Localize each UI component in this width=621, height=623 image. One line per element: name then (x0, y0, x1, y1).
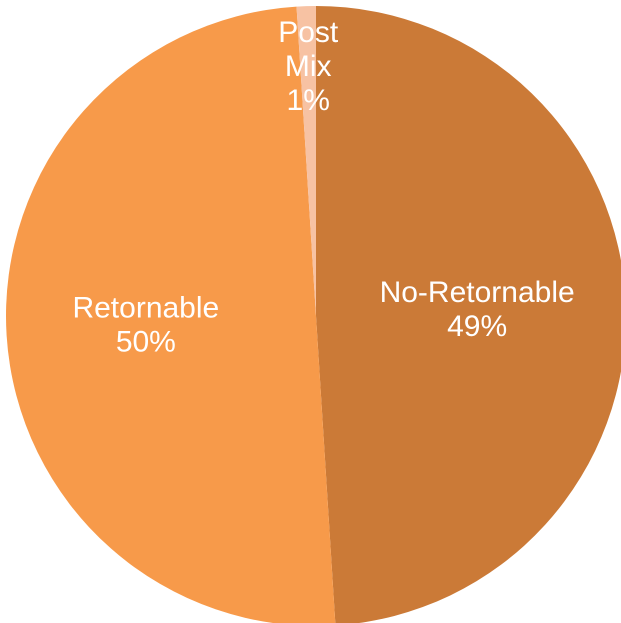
pie-slices (6, 6, 621, 623)
slice-label-retornable: Retornable 50% (72, 292, 219, 359)
slice-label-post-mix: Post Mix 1% (278, 16, 339, 117)
slice-name-label: No-Retornable (380, 276, 575, 309)
slice-label-no-retornable: No-Retornable 49% (380, 276, 575, 343)
slice-percent-label: 49% (447, 310, 507, 343)
slice-name-label: Retornable (72, 292, 219, 325)
pie-slice-no-retornable (316, 6, 621, 623)
pie-labels: No-Retornable 49% Retornable 50% Post Mix 1% (72, 16, 574, 359)
slice-name-label: Post (278, 16, 339, 49)
slice-percent-label: 50% (116, 326, 176, 359)
pie-slice-post-mix (296, 6, 316, 316)
pie-slice-retornable (6, 6, 336, 623)
slice-percent-label: 1% (287, 84, 330, 117)
slice-name-label: Mix (285, 50, 332, 83)
